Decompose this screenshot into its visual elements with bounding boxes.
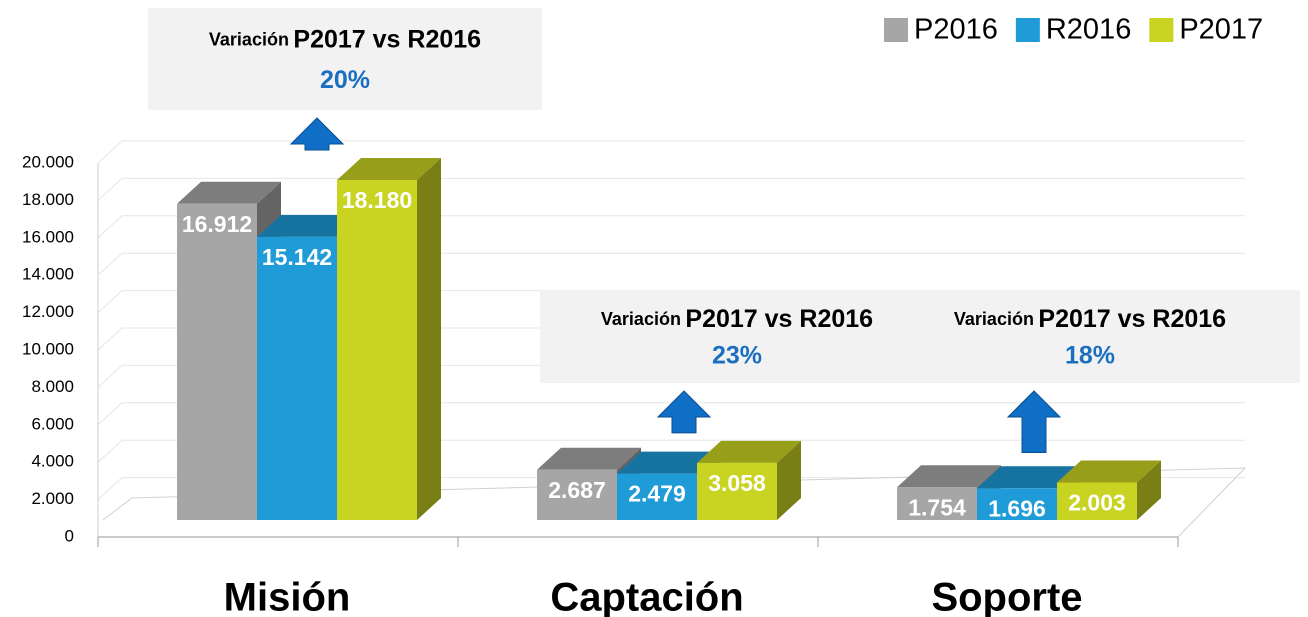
- data-label: 16.912: [182, 211, 252, 237]
- grid-line: [97, 177, 1245, 201]
- y-tick-label: 18.000: [22, 190, 74, 209]
- x-tick-label: Soporte: [931, 576, 1082, 617]
- bar-top: [977, 466, 1081, 489]
- grid-line: [97, 402, 1245, 426]
- bar: [1057, 482, 1137, 520]
- y-tick-label: 2.000: [31, 489, 74, 508]
- annotation-label: Variación: [209, 29, 289, 49]
- legend-label: R2016: [1046, 14, 1131, 46]
- bar-top: [617, 451, 721, 474]
- annotation-label: Variación: [954, 309, 1034, 329]
- y-tick-label: 14.000: [22, 265, 74, 284]
- bar-top: [177, 181, 281, 204]
- annotation-title: Variación P2017 vs R2016: [954, 304, 1226, 332]
- bar-top: [537, 447, 641, 470]
- bar-top: [257, 214, 361, 237]
- bar-top: [697, 440, 801, 463]
- bar: [337, 180, 417, 520]
- y-tick-label: 20.000: [22, 152, 74, 171]
- annotation-box: [880, 290, 1300, 383]
- y-tick-label: 10.000: [22, 339, 74, 358]
- bar: [177, 203, 257, 520]
- legend-label: P2017: [1179, 14, 1263, 46]
- bar: [617, 473, 697, 520]
- grid-line: [97, 215, 1245, 239]
- bar-top: [1057, 460, 1161, 483]
- data-label: 18.180: [342, 187, 412, 213]
- data-label: 2.003: [1068, 490, 1126, 516]
- legend-label: P2016: [914, 14, 998, 46]
- legend-swatch: [884, 18, 908, 42]
- x-tick-label: Captación: [550, 576, 743, 617]
- bar: [897, 487, 977, 520]
- grid-line: [97, 140, 1245, 164]
- bar-side: [777, 440, 801, 520]
- y-tick-label: 0: [65, 526, 74, 545]
- annotation-label: Variación: [601, 309, 681, 329]
- data-label: 3.058: [708, 470, 766, 496]
- bar-top: [337, 158, 441, 181]
- annotation-value: 20%: [320, 66, 370, 94]
- grid-line: [97, 439, 1245, 463]
- y-tick-label: 6.000: [31, 414, 74, 433]
- legend-swatch: [1015, 18, 1040, 42]
- data-label: 2.479: [628, 481, 686, 507]
- annotation-text: P2017 vs R2016: [293, 25, 481, 53]
- data-label: 15.142: [262, 244, 332, 270]
- bar-side: [417, 158, 441, 520]
- x-tick-label: Misión: [224, 576, 351, 617]
- grid-line: [97, 252, 1245, 276]
- bar: [537, 469, 617, 520]
- annotation-text: P2017 vs R2016: [1038, 304, 1226, 332]
- data-label: 1.754: [908, 494, 966, 520]
- bar-side: [1137, 460, 1161, 520]
- arrow: [1006, 390, 1062, 454]
- y-tick-label: 12.000: [22, 302, 74, 321]
- bar: [697, 462, 777, 520]
- y-tick-label: 8.000: [31, 377, 74, 396]
- bar: [257, 236, 337, 520]
- y-tick-label: 16.000: [22, 227, 74, 246]
- annotation-box: [148, 8, 542, 110]
- legend-swatch: [1149, 18, 1174, 42]
- annotation-value: 18%: [1065, 342, 1115, 370]
- annotation-box: [540, 290, 934, 383]
- annotation-title: Variación P2017 vs R2016: [601, 304, 873, 332]
- y-tick-label: 4.000: [31, 452, 74, 471]
- annotation-title: Variación P2017 vs R2016: [209, 25, 481, 53]
- data-label: 2.687: [548, 477, 606, 503]
- annotation-value: 23%: [712, 342, 762, 370]
- bar-top: [897, 465, 1001, 488]
- arrow: [289, 117, 345, 151]
- bar: [977, 488, 1057, 520]
- data-label: 1.696: [988, 495, 1046, 521]
- arrow: [656, 390, 712, 434]
- annotation-text: P2017 vs R2016: [685, 304, 873, 332]
